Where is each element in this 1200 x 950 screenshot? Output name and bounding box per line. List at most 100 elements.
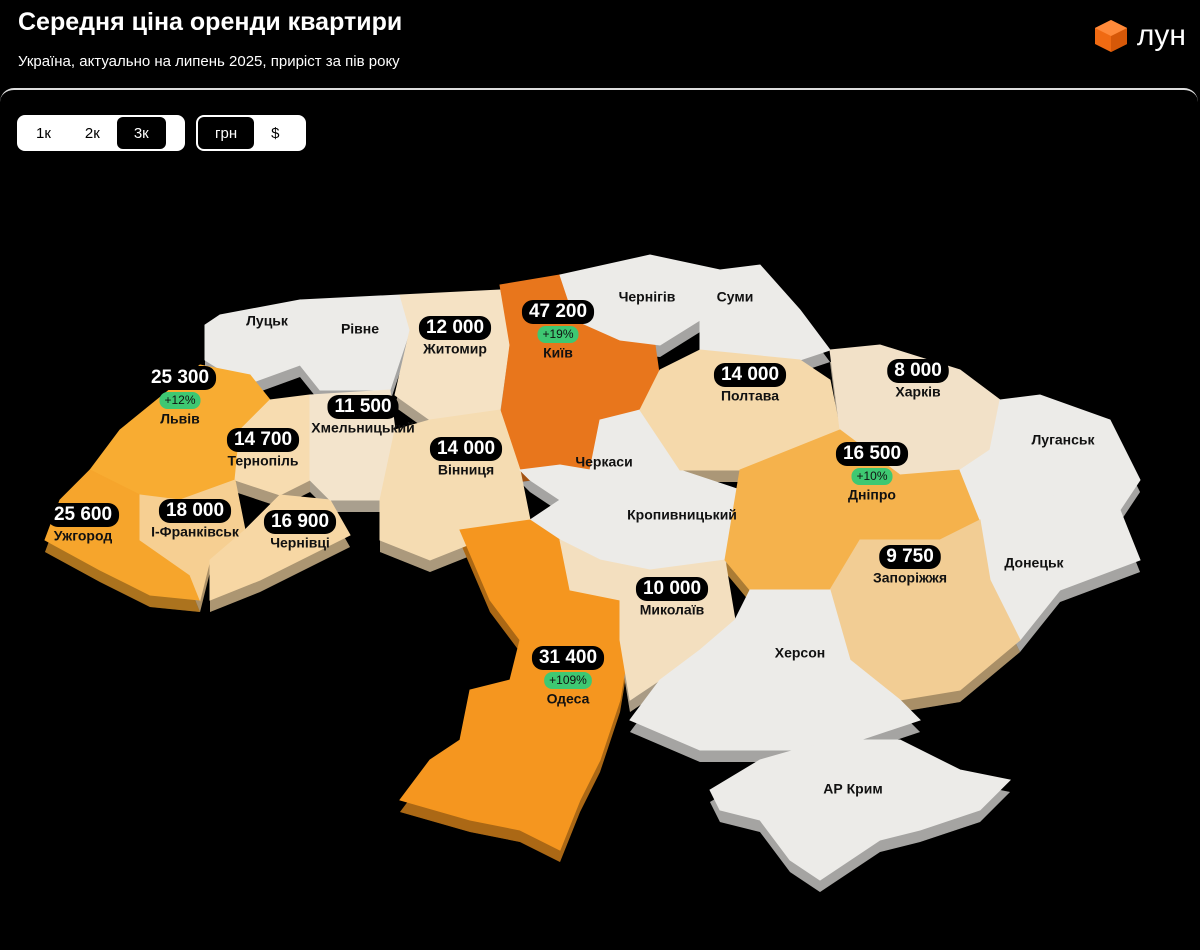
region-name: Хмельницький	[311, 420, 414, 436]
growth-label: +19%	[537, 326, 579, 343]
region-name: Кропивницький	[627, 507, 737, 523]
price-label: 18 000	[158, 499, 232, 523]
growth-pill	[537, 326, 579, 343]
region-name: Херсон	[775, 645, 825, 661]
price: 16 500	[843, 443, 901, 464]
region-name: І-Франківськ	[151, 524, 240, 540]
region-name: Луганськ	[1031, 432, 1095, 448]
region-name: Донецьк	[1004, 555, 1064, 571]
price: 16 900	[271, 511, 329, 532]
growth-pill	[159, 392, 201, 409]
toggle-option[interactable]: грн	[198, 117, 255, 149]
region-name: Миколаїв	[640, 602, 705, 618]
growth-label: +12%	[159, 392, 201, 409]
logo-text: лун	[1136, 19, 1186, 52]
price: 25 600	[54, 504, 112, 525]
region-name: Дніпро	[848, 487, 896, 503]
growth: +19%	[542, 327, 573, 341]
region-name: Черкаси	[575, 454, 632, 470]
price-pill	[226, 428, 300, 452]
price-label: 16 500	[835, 442, 909, 466]
price-label: 14 000	[713, 363, 787, 387]
region-name: Ужгород	[54, 528, 113, 544]
price: 25 300	[151, 367, 209, 388]
price-pill	[531, 646, 605, 670]
region	[699, 264, 831, 361]
subtitle: Україна, актуально на липень 2025, прирі…	[18, 53, 400, 70]
price-label: 12 000	[418, 316, 492, 340]
growth-pill	[851, 468, 893, 485]
region-name: Чернівці	[270, 535, 330, 551]
price-label: 47 200	[521, 300, 595, 324]
toggle-option[interactable]: $	[254, 117, 296, 149]
price-pill	[46, 503, 120, 527]
region-name: Вінниця	[438, 462, 494, 478]
price: 10 000	[643, 578, 701, 599]
region	[709, 739, 1012, 881]
price-pill	[635, 577, 709, 601]
price-pill	[887, 359, 949, 383]
price: 11 500	[334, 396, 391, 417]
price: 47 200	[529, 301, 587, 322]
growth: +10%	[856, 469, 887, 483]
price-pill	[521, 300, 595, 324]
price: 8 000	[894, 360, 942, 381]
price: 14 000	[721, 364, 779, 385]
logo: лун	[1093, 18, 1186, 54]
price-pill	[835, 442, 909, 466]
price-label: 9 750	[879, 545, 941, 569]
toggle-option[interactable]: 1к	[19, 117, 68, 149]
price-label: 11 500	[327, 395, 399, 419]
price-label: 10 000	[635, 577, 709, 601]
price: 12 000	[426, 317, 484, 338]
price-pill	[263, 510, 337, 534]
region-name: Одеса	[547, 691, 590, 707]
price-pill	[158, 499, 232, 523]
region-name: Харків	[895, 384, 941, 400]
region	[629, 589, 921, 751]
title: Середня ціна оренди квартири	[18, 8, 403, 36]
price-pill	[143, 366, 217, 390]
region-name: АР Крим	[823, 781, 882, 797]
region-name: Полтава	[721, 388, 779, 404]
region-name: Суми	[717, 289, 754, 305]
growth: +109%	[549, 673, 587, 687]
price: 14 000	[437, 438, 495, 459]
price: 31 400	[539, 647, 597, 668]
growth-label: +109%	[544, 672, 592, 689]
page: Середня ціна оренди квартири Україна, ак…	[0, 8, 1198, 892]
region-name: Тернопіль	[227, 453, 298, 469]
price-pill	[713, 363, 787, 387]
rooms-toggle: 1к 2к 3к	[17, 115, 185, 151]
price-label: 14 700	[226, 428, 300, 452]
price-label: 25 600	[46, 503, 120, 527]
region-name: Житомир	[422, 341, 487, 357]
region-name: Чернігів	[619, 289, 676, 305]
logo-icon	[1094, 20, 1127, 52]
price-pill	[418, 316, 492, 340]
price-pill	[879, 545, 941, 569]
region-name: Запоріжжя	[873, 570, 947, 586]
growth-label: +10%	[851, 468, 893, 485]
growth-pill	[544, 672, 592, 689]
price: 18 000	[166, 500, 224, 521]
region-name: Київ	[543, 345, 573, 361]
region	[299, 294, 411, 391]
toggle-option[interactable]: 2к	[68, 117, 117, 149]
region-name: Луцьк	[246, 313, 289, 329]
price: 9 750	[886, 546, 934, 567]
price: 14 700	[234, 429, 292, 450]
price-label: 25 300	[143, 366, 217, 390]
growth: +12%	[164, 393, 195, 407]
price-label: 8 000	[887, 359, 949, 383]
region-name: Рівне	[341, 321, 379, 337]
map: Луцьк Рівне 12 000 Житомир 47 200 +19% Київ Чер…	[44, 254, 1141, 892]
price-pill	[429, 437, 503, 461]
currency-toggle: грн $	[196, 115, 306, 151]
price-pill	[327, 395, 399, 419]
toggle-option[interactable]: 3к	[116, 117, 166, 149]
price-label: 14 000	[429, 437, 503, 461]
price-label: 31 400	[531, 646, 605, 670]
region-name: Львів	[160, 411, 200, 427]
price-label: 16 900	[263, 510, 337, 534]
